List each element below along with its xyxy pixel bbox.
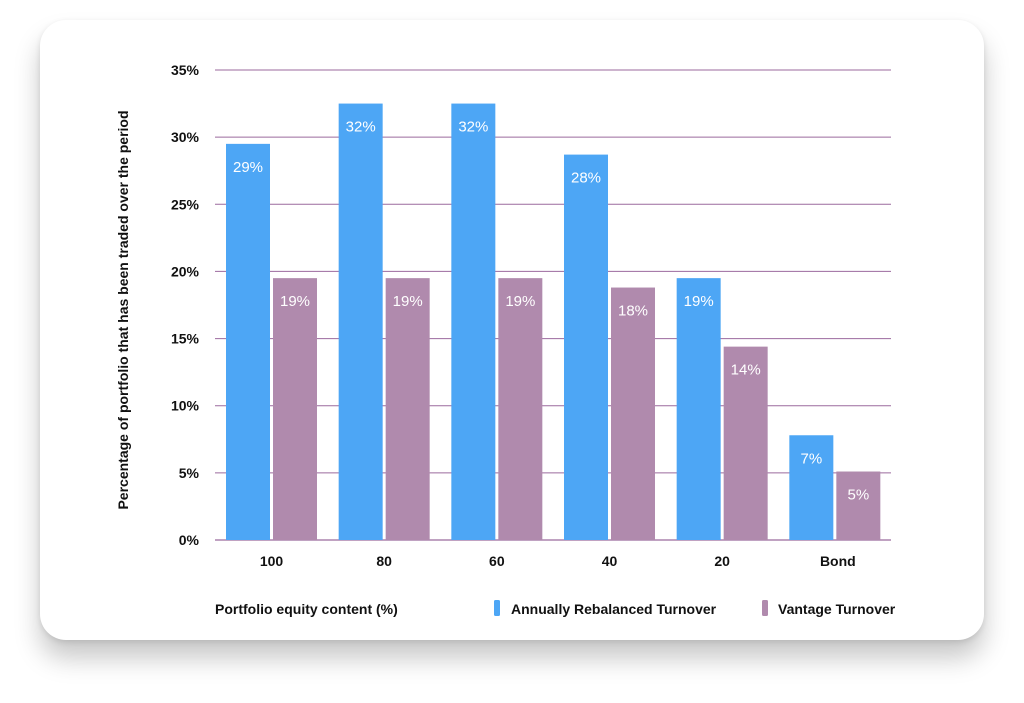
legend: Annually Rebalanced Turnover Vantage Tur… xyxy=(494,600,896,617)
bar-annually-rebalanced xyxy=(226,143,270,540)
y-tick-label: 10% xyxy=(171,398,200,414)
data-label: 5% xyxy=(847,487,869,504)
bar-vantage xyxy=(723,346,768,540)
x-tick-label: 40 xyxy=(602,553,618,569)
x-tick-label: Bond xyxy=(820,553,856,569)
x-tick-label: 20 xyxy=(714,553,730,569)
y-tick-label: 5% xyxy=(179,465,200,481)
x-tick-label: 100 xyxy=(260,553,284,569)
data-label: 19% xyxy=(280,293,310,310)
data-label: 7% xyxy=(800,450,822,467)
legend-swatch-vantage xyxy=(762,600,768,616)
y-axis-ticks: 0% 5% 10% 15% 20% 25% 30% 35% xyxy=(171,62,200,548)
x-axis-label: Portfolio equity content (%) xyxy=(215,601,398,617)
bar-vantage xyxy=(498,278,543,540)
data-label: 29% xyxy=(233,159,263,176)
legend-label-vantage: Vantage Turnover xyxy=(778,601,896,617)
y-axis-label: Percentage of portfolio that has been tr… xyxy=(115,110,131,509)
y-tick-label: 25% xyxy=(171,196,200,212)
y-tick-label: 30% xyxy=(171,129,200,145)
x-tick-label: 80 xyxy=(376,553,392,569)
bar-annually-rebalanced xyxy=(789,435,834,540)
data-label: 28% xyxy=(571,170,601,187)
data-label: 19% xyxy=(393,293,423,310)
bars xyxy=(226,103,881,541)
gridlines xyxy=(215,69,891,541)
bar-vantage xyxy=(385,278,430,540)
legend-swatch-annually-rebalanced xyxy=(494,600,500,616)
y-tick-label: 20% xyxy=(171,263,200,279)
data-label: 32% xyxy=(458,119,488,136)
bar-annually-rebalanced xyxy=(338,103,383,541)
y-tick-label: 35% xyxy=(171,62,200,78)
data-label: 19% xyxy=(505,293,535,310)
x-axis-ticks: 100 80 60 40 20 Bond xyxy=(260,553,856,569)
bar-annually-rebalanced xyxy=(564,154,608,540)
bar-annually-rebalanced xyxy=(676,278,721,540)
data-label: 32% xyxy=(346,119,376,136)
legend-label-annually-rebalanced: Annually Rebalanced Turnover xyxy=(511,601,717,617)
y-tick-label: 0% xyxy=(179,532,200,548)
data-label: 14% xyxy=(731,362,761,379)
bar-annually-rebalanced xyxy=(451,103,496,541)
y-tick-label: 15% xyxy=(171,331,200,347)
data-label: 18% xyxy=(618,303,648,320)
x-tick-label: 60 xyxy=(489,553,505,569)
data-label: 19% xyxy=(684,293,714,310)
bar-vantage xyxy=(611,287,655,540)
bar-vantage xyxy=(836,471,881,540)
data-labels: 29% 19% 32% 19% 32% 19% 28% 18% 19% 14% 7% 5% xyxy=(233,119,869,504)
bar-vantage xyxy=(273,278,317,540)
